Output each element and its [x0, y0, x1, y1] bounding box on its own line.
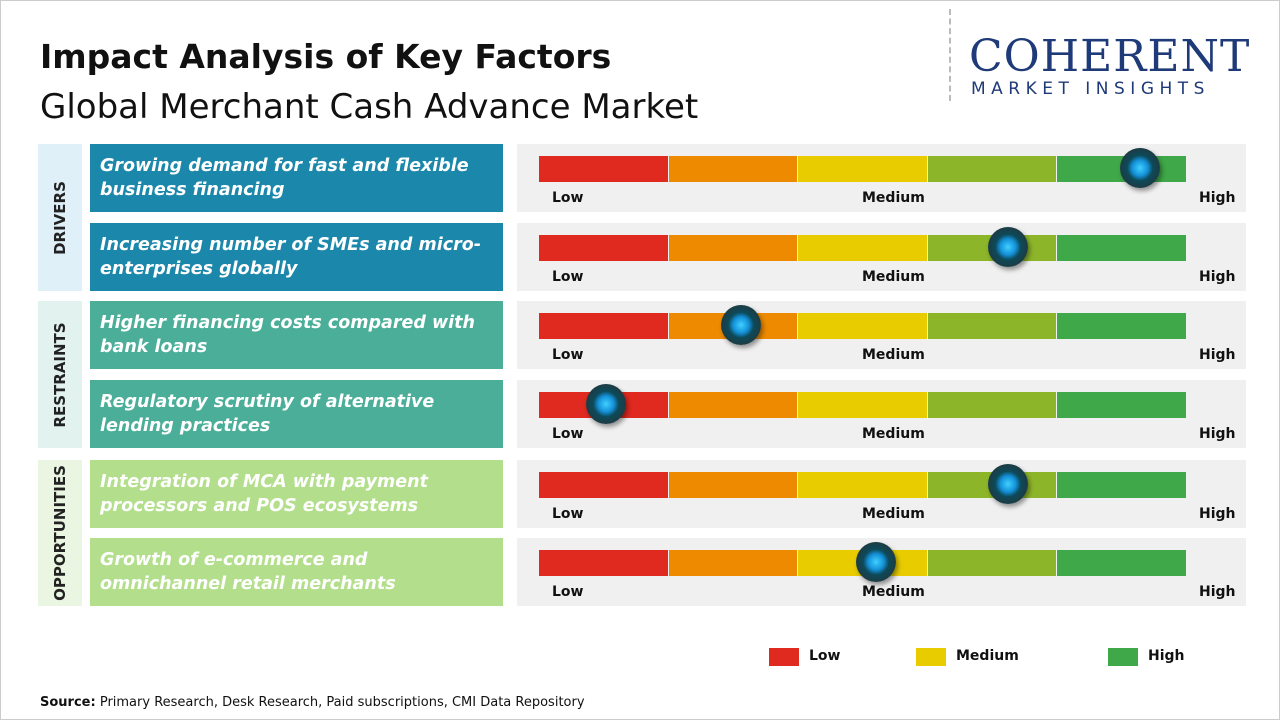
factor-box: Increasing number of SMEs and micro-ente…: [90, 223, 503, 291]
gauge-segment: [539, 235, 668, 261]
legend-swatch: [916, 648, 946, 666]
gauge-label: High: [1199, 269, 1236, 285]
gauge-segment: [1057, 235, 1186, 261]
factor-box: Growing demand for fast and flexible bus…: [90, 144, 503, 212]
group-label: DRIVERS: [51, 180, 69, 255]
gauge-label: Low: [552, 584, 584, 600]
gauge-segment: [798, 392, 927, 418]
gauge-label: Medium: [862, 190, 925, 206]
divider: [949, 9, 951, 101]
legend-swatch: [769, 648, 799, 666]
gauge-segment: [668, 156, 798, 182]
gauge-panel: Low Medium High: [517, 223, 1246, 291]
gauge-label: High: [1199, 426, 1236, 442]
gauge-segment: [1057, 550, 1186, 576]
logo-tagline: MARKET INSIGHTS: [971, 79, 1210, 99]
gauge-segment: [927, 313, 1057, 339]
gauge-label: Low: [552, 506, 584, 522]
gauge-knob: [988, 464, 1029, 504]
factor-box: Growth of e-commerce and omnichannel ret…: [90, 538, 503, 606]
group-band: DRIVERS: [38, 144, 82, 291]
logo-name: COHERENT: [969, 31, 1251, 82]
gauge-label: Medium: [862, 426, 925, 442]
group-label: OPPORTUNITIES: [51, 465, 69, 601]
factor-box: Integration of MCA with payment processo…: [90, 460, 503, 528]
gauge-label: Medium: [862, 269, 925, 285]
gauge-segment: [539, 156, 668, 182]
gauge-segment: [539, 550, 668, 576]
gauge-label: Low: [552, 269, 584, 285]
legend-label: Medium: [956, 648, 1019, 664]
legend-label: High: [1148, 648, 1185, 664]
source-text: Primary Research, Desk Research, Paid su…: [99, 695, 585, 710]
gauge-label: High: [1199, 347, 1236, 363]
factor-box: Higher financing costs compared with ban…: [90, 301, 503, 369]
gauge-knob: [855, 542, 896, 582]
gauge-panel: Low Medium High: [517, 538, 1246, 606]
gauge-label: High: [1199, 506, 1236, 522]
group-band: OPPORTUNITIES: [38, 460, 82, 606]
subtitle: Global Merchant Cash Advance Market: [40, 87, 699, 127]
group-band: RESTRAINTS: [38, 301, 82, 448]
gauge-segment: [1057, 472, 1186, 498]
gauge-label: High: [1199, 584, 1236, 600]
gauge-segment: [798, 313, 927, 339]
gauge-label: High: [1199, 190, 1236, 206]
legend-swatch: [1108, 648, 1138, 666]
gauge-segment: [668, 550, 798, 576]
gauge-segment: [539, 313, 668, 339]
gauge-label: Low: [552, 426, 584, 442]
gauge-knob: [586, 384, 627, 424]
gauge-panel: Low Medium High: [517, 144, 1246, 212]
gauge-knob: [1120, 148, 1161, 188]
gauge-label: Medium: [862, 347, 925, 363]
legend-label: Low: [809, 648, 841, 664]
gauge-knob: [721, 305, 762, 345]
gauge-knob: [988, 227, 1029, 267]
gauge-label: Medium: [862, 506, 925, 522]
gauge-segment: [927, 550, 1057, 576]
title: Impact Analysis of Key Factors: [40, 37, 612, 76]
group-label: RESTRAINTS: [51, 321, 69, 428]
gauge-segment: [1057, 392, 1186, 418]
gauge-segment: [798, 156, 927, 182]
factor-box: Regulatory scrutiny of alternative lendi…: [90, 380, 503, 448]
gauge-segment: [927, 156, 1057, 182]
gauge-label: Low: [552, 190, 584, 206]
gauge-panel: Low Medium High: [517, 460, 1246, 528]
gauge-segment: [668, 235, 798, 261]
source: Source: Primary Research, Desk Research,…: [40, 695, 585, 710]
gauge-segment: [927, 392, 1057, 418]
gauge-segment: [798, 235, 927, 261]
gauge-segment: [668, 392, 798, 418]
gauge-label: Medium: [862, 584, 925, 600]
gauge-segment: [1057, 313, 1186, 339]
gauge-panel: Low Medium High: [517, 380, 1246, 448]
gauge-panel: Low Medium High: [517, 301, 1246, 369]
source-label: Source:: [40, 695, 96, 710]
gauge-segment: [798, 472, 927, 498]
gauge-label: Low: [552, 347, 584, 363]
gauge-segment: [668, 472, 798, 498]
gauge-segment: [539, 472, 668, 498]
